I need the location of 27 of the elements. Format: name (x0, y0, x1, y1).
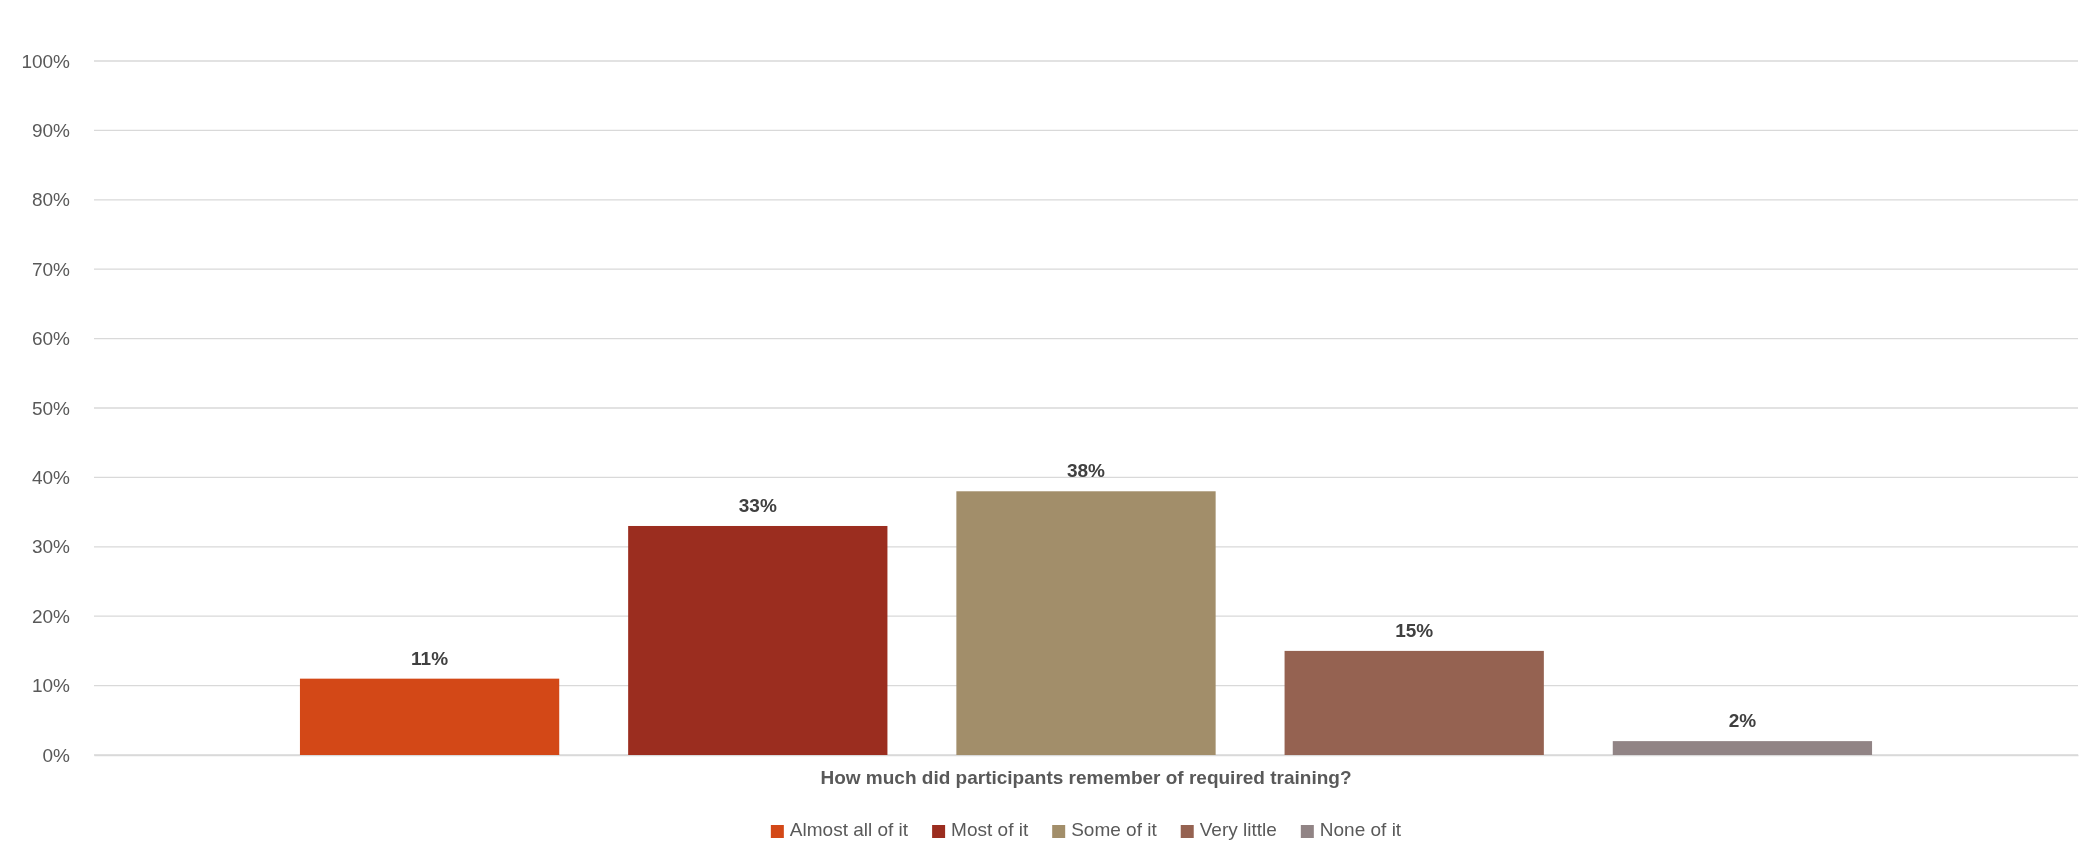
legend-label: Some of it (1071, 819, 1158, 840)
y-tick-label: 0% (42, 744, 71, 766)
data-label: 11% (411, 647, 449, 669)
x-tick-label: How much did participants remember of required training? (820, 767, 1352, 789)
data-label: 38% (1066, 460, 1106, 482)
y-tick-label: 80% (31, 189, 71, 211)
y-tick-label: 60% (31, 328, 71, 350)
legend-label: Almost all of it (789, 819, 909, 840)
y-tick-label: 50% (31, 397, 71, 419)
legend-label: Most of it (951, 819, 1029, 840)
bar (1284, 650, 1544, 755)
legend-label: Very little (1199, 819, 1277, 840)
y-tick-label: 10% (31, 675, 71, 697)
data-label: 15% (1395, 619, 1434, 641)
y-tick-label: 70% (31, 258, 71, 280)
data-label: 33% (738, 494, 777, 516)
y-tick-label: 90% (31, 119, 71, 141)
y-tick-label: 40% (31, 466, 71, 488)
bar (956, 491, 1216, 755)
bar (299, 678, 560, 755)
bar (628, 525, 888, 755)
data-label: 2% (1728, 710, 1757, 732)
bar (1612, 741, 1873, 755)
legend-label: None of it (1319, 819, 1402, 840)
y-tick-label: 20% (31, 605, 71, 627)
y-tick-label: 100% (21, 50, 71, 72)
y-tick-label: 30% (31, 536, 71, 558)
